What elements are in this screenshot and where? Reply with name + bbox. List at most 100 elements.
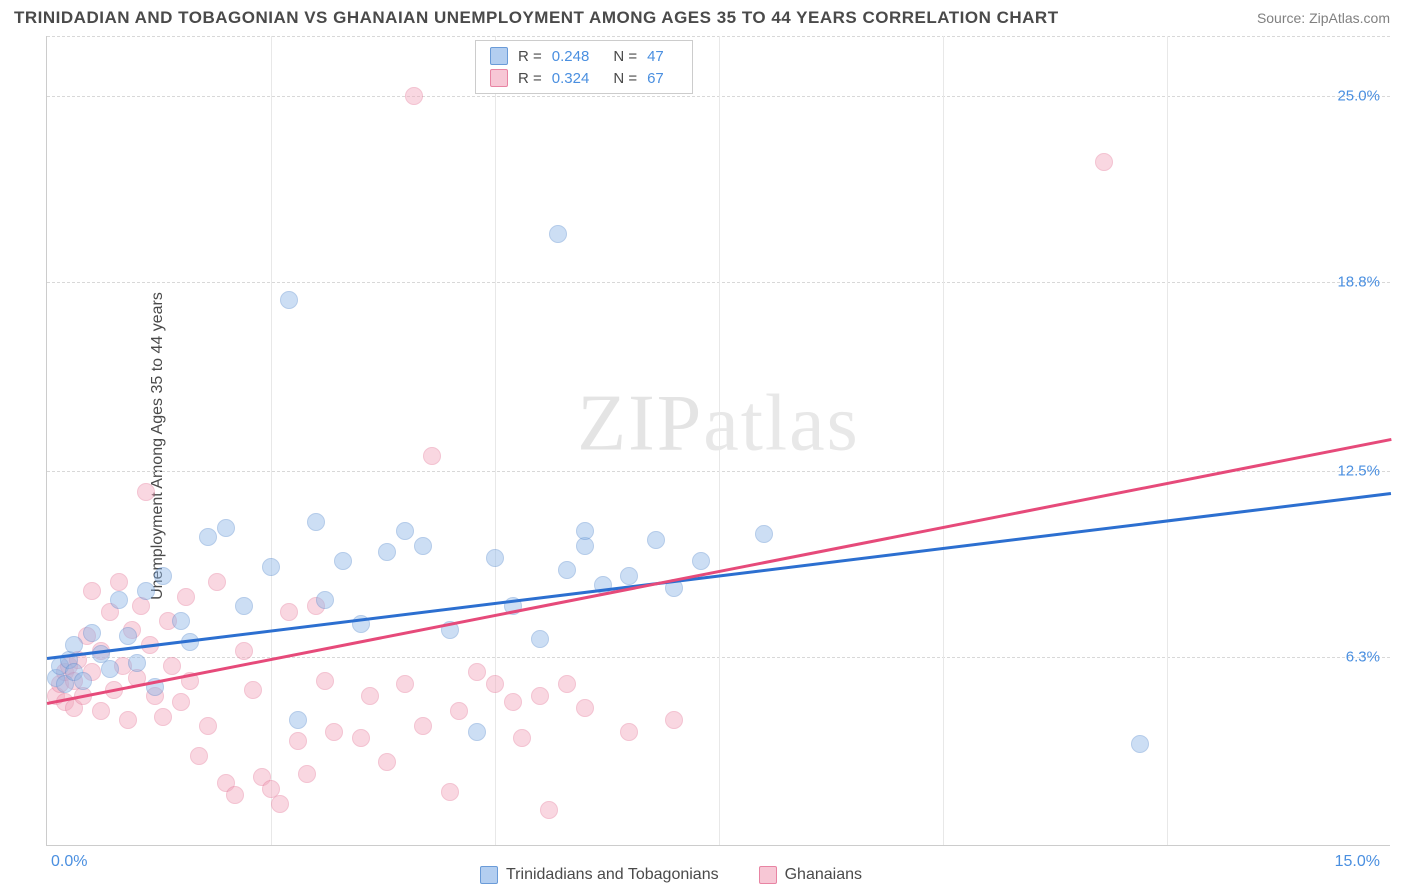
plot-area: ZIPatlas 6.3%12.5%18.8%25.0%0.0%15.0%: [46, 36, 1390, 846]
data-point: [83, 582, 101, 600]
data-point: [361, 687, 379, 705]
data-point: [110, 573, 128, 591]
data-point: [665, 711, 683, 729]
data-point: [119, 711, 137, 729]
data-point: [468, 663, 486, 681]
watermark-light: atlas: [703, 380, 860, 468]
legend-swatch: [490, 47, 508, 65]
legend-swatch: [759, 866, 777, 884]
gridline-v: [719, 36, 720, 845]
data-point: [1131, 735, 1149, 753]
data-point: [549, 225, 567, 243]
data-point: [334, 552, 352, 570]
legend-series-label: Ghanaians: [785, 866, 862, 884]
data-point: [83, 624, 101, 642]
chart-source: Source: ZipAtlas.com: [1257, 10, 1390, 26]
data-point: [378, 543, 396, 561]
legend-n-value: 47: [647, 48, 664, 65]
data-point: [396, 522, 414, 540]
data-point: [468, 723, 486, 741]
data-point: [65, 636, 83, 654]
data-point: [414, 537, 432, 555]
data-point: [352, 729, 370, 747]
data-point: [190, 747, 208, 765]
legend-r-label: R =: [518, 70, 542, 87]
chart-title: TRINIDADIAN AND TOBAGONIAN VS GHANAIAN U…: [14, 8, 1059, 28]
data-point: [405, 87, 423, 105]
data-point: [199, 717, 217, 735]
data-point: [576, 699, 594, 717]
data-point: [226, 786, 244, 804]
data-point: [450, 702, 468, 720]
legend-series-item: Ghanaians: [759, 866, 862, 884]
data-point: [163, 657, 181, 675]
data-point: [199, 528, 217, 546]
watermark-bold: ZIP: [577, 380, 703, 468]
x-tick-max: 15.0%: [1335, 853, 1380, 871]
data-point: [128, 654, 146, 672]
data-point: [441, 783, 459, 801]
gridline-v: [943, 36, 944, 845]
data-point: [620, 723, 638, 741]
x-tick-min: 0.0%: [51, 853, 87, 871]
data-point: [289, 732, 307, 750]
data-point: [110, 591, 128, 609]
data-point: [172, 612, 190, 630]
data-point: [504, 693, 522, 711]
data-point: [1095, 153, 1113, 171]
gridline-v: [271, 36, 272, 845]
data-point: [280, 603, 298, 621]
data-point: [289, 711, 307, 729]
legend-series-label: Trinidadians and Tobagonians: [506, 866, 719, 884]
gridline-v: [495, 36, 496, 845]
data-point: [92, 702, 110, 720]
legend-swatch: [480, 866, 498, 884]
data-point: [217, 519, 235, 537]
data-point: [486, 549, 504, 567]
data-point: [101, 660, 119, 678]
data-point: [325, 723, 343, 741]
legend-stat-row: R =0.324N =67: [490, 67, 678, 89]
legend-r-label: R =: [518, 48, 542, 65]
legend-stats: R =0.248N =47R =0.324N =67: [475, 40, 693, 94]
data-point: [558, 561, 576, 579]
data-point: [540, 801, 558, 819]
data-point: [137, 483, 155, 501]
data-point: [119, 627, 137, 645]
data-point: [316, 672, 334, 690]
data-point: [423, 447, 441, 465]
data-point: [378, 753, 396, 771]
legend-r-value: 0.248: [552, 48, 590, 65]
legend-r-value: 0.324: [552, 70, 590, 87]
legend-n-value: 67: [647, 70, 664, 87]
data-point: [486, 675, 504, 693]
data-point: [244, 681, 262, 699]
data-point: [620, 567, 638, 585]
gridline-v: [1167, 36, 1168, 845]
data-point: [396, 675, 414, 693]
data-point: [298, 765, 316, 783]
data-point: [235, 642, 253, 660]
data-point: [576, 522, 594, 540]
data-point: [513, 729, 531, 747]
data-point: [647, 531, 665, 549]
y-tick-label: 12.5%: [1337, 463, 1380, 480]
legend-n-label: N =: [613, 48, 637, 65]
data-point: [154, 567, 172, 585]
data-point: [280, 291, 298, 309]
data-point: [692, 552, 710, 570]
data-point: [316, 591, 334, 609]
data-point: [307, 513, 325, 531]
legend-series: Trinidadians and Tobagonians Ghanaians: [480, 866, 862, 884]
data-point: [177, 588, 195, 606]
data-point: [414, 717, 432, 735]
data-point: [262, 558, 280, 576]
data-point: [137, 582, 155, 600]
data-point: [531, 630, 549, 648]
y-tick-label: 25.0%: [1337, 88, 1380, 105]
y-tick-label: 18.8%: [1337, 274, 1380, 291]
legend-swatch: [490, 69, 508, 87]
data-point: [271, 795, 289, 813]
data-point: [531, 687, 549, 705]
data-point: [74, 672, 92, 690]
